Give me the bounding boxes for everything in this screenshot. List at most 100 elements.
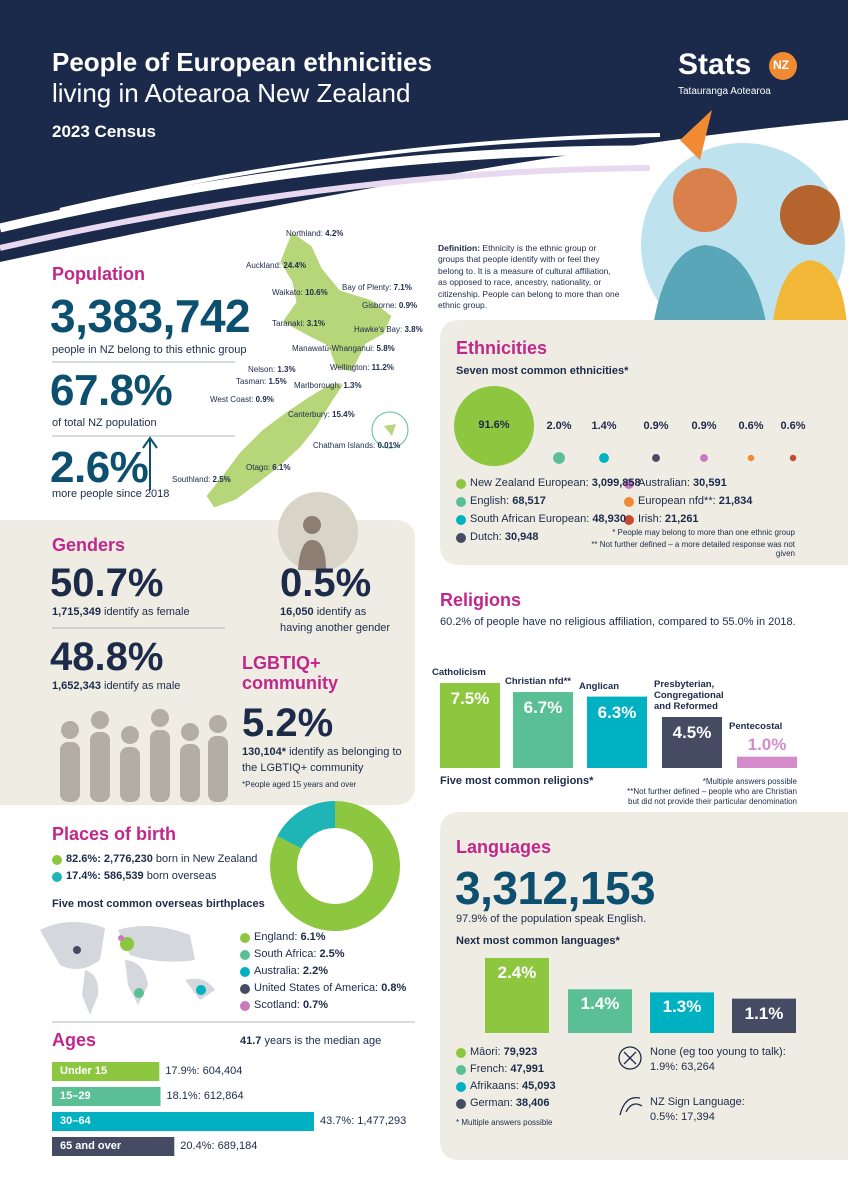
- value-labels: 2.0%: [546, 420, 572, 432]
- categories: New Zealand European:: [470, 477, 589, 489]
- text-line: Northland: 4.2%: [286, 229, 343, 238]
- value-labels: 1.1%: [744, 1003, 784, 1023]
- panel: [440, 320, 848, 565]
- value: 1.3%: [343, 381, 362, 390]
- bubble: [454, 386, 534, 466]
- text-line: Australia: 2.2%: [254, 965, 328, 978]
- bar: [52, 1112, 314, 1131]
- value-labels: 17.4%: 586,539: [66, 870, 144, 882]
- value-labels: 0.9%: [691, 420, 717, 432]
- categories: English:: [470, 495, 510, 507]
- value-labels: 43.7%: 1,477,293: [320, 1115, 407, 1127]
- footnotes: ** Not further defined – a more detailed…: [591, 540, 795, 559]
- text-line: West Coast: 0.9%: [210, 395, 274, 404]
- donut-slice: [277, 801, 335, 849]
- bar: [440, 683, 500, 768]
- legend-swatch: [624, 479, 634, 489]
- text-line: European nfd**: 21,834: [638, 495, 752, 508]
- value-labels: 20.4%: 689,184: [180, 1140, 258, 1152]
- birthplace-labels: 2.2%: [302, 965, 328, 977]
- header-band: [0, 0, 848, 262]
- none-icon: [623, 1051, 637, 1065]
- text-line: Wellington: 11.2%: [330, 363, 394, 372]
- other-caption: identify as: [316, 606, 367, 618]
- categories: 30–64: [60, 1115, 91, 1127]
- categories: Māori:: [470, 1046, 501, 1058]
- value-labels: 4.5%: [672, 723, 712, 742]
- text-line: 130,104* identify as belonging to: [242, 746, 402, 759]
- world-map: [40, 921, 215, 1015]
- text-line: Tasman: 1.5%: [236, 377, 287, 386]
- counts: 68,517: [512, 495, 546, 507]
- lgbtiq-share: 5.2%: [242, 701, 334, 745]
- male-caption: identify as male: [104, 680, 181, 692]
- bubble: [700, 454, 708, 462]
- person-icon: [303, 516, 321, 534]
- female-caption: identify as female: [104, 606, 190, 618]
- male-count: 1,652,343: [52, 680, 101, 692]
- footnotes: * People may belong to more than one eth…: [612, 528, 795, 537]
- value: 10.6%: [305, 288, 328, 297]
- legend-swatch: [240, 933, 250, 943]
- value-labels: 7.5%: [450, 689, 490, 708]
- value-labels: 1.4%: [580, 994, 620, 1014]
- other-share: 0.5%: [280, 561, 372, 605]
- text-line: South African European: 48,930: [470, 513, 626, 526]
- legend-swatch: [456, 1048, 466, 1058]
- none-icon: [618, 1046, 642, 1070]
- other-count: 16,050: [280, 606, 314, 618]
- counts: 45,093: [521, 1080, 556, 1092]
- lgbtiq-caption2: the LGBTIQ+ community: [242, 762, 364, 774]
- birthplace-dot: [73, 946, 81, 954]
- share-caption: of total NZ population: [52, 417, 157, 429]
- value: 1.3%: [277, 365, 296, 374]
- swoosh: [59, 133, 661, 212]
- lgbtiq-title: LGBTIQ+ community: [242, 653, 339, 693]
- counts: 3,099,858: [591, 477, 641, 489]
- share: 67.8%: [50, 366, 173, 415]
- counts: 48,930: [592, 513, 626, 525]
- legend-swatch: [456, 533, 466, 543]
- value-labels: 1.4%: [591, 420, 617, 432]
- categories: Anglican: [579, 680, 620, 692]
- birthplace-labels: 0.7%: [302, 999, 329, 1011]
- chatham-inset: [371, 411, 409, 449]
- bar: [52, 1087, 161, 1106]
- caption: Five most common religions*: [440, 775, 594, 787]
- logo-tagline: Tatauranga Aotearoa: [678, 86, 771, 97]
- other-caption2: having another gender: [280, 622, 391, 634]
- text-line: Waikato: 10.6%: [272, 288, 328, 297]
- name: Marlborough:: [294, 381, 342, 390]
- name: Manawatū-Whanganui:: [292, 344, 375, 353]
- categories: Pentecostal: [729, 720, 783, 732]
- subtitle: Next most common languages*: [456, 935, 620, 947]
- legend-swatch: [456, 1099, 466, 1109]
- categories: Presbyterian, Congregational and Reforme…: [654, 679, 724, 713]
- person-icon: [278, 492, 358, 572]
- counts: 21,834: [718, 495, 753, 507]
- categories: Dutch:: [470, 531, 502, 543]
- text-line: Dutch: 30,948: [470, 531, 539, 544]
- value: 15.4%: [332, 410, 355, 419]
- birthplaces: South Africa:: [254, 948, 317, 960]
- illustration: [673, 168, 737, 232]
- text-line: New Zealand European: 3,099,858: [470, 477, 641, 490]
- bar: [485, 958, 549, 1033]
- text-line: 17.4%: 586,539 born overseas: [66, 870, 216, 883]
- footnotes: **Not further defined – people who are C…: [627, 787, 797, 796]
- text-line: United States of America: 0.8%: [254, 982, 406, 995]
- legend-swatch: [456, 1082, 466, 1092]
- bar: [732, 998, 796, 1033]
- bar: [513, 692, 573, 768]
- illustration: [780, 185, 840, 245]
- crowd: [60, 709, 228, 802]
- categories: Christian nfd**: [505, 676, 571, 688]
- title: Population: [52, 264, 145, 284]
- growth-arrow: [142, 436, 158, 490]
- legend-swatch: [52, 872, 62, 882]
- sign-label: NZ Sign Language:: [650, 1096, 745, 1108]
- categories: European nfd**:: [638, 495, 716, 507]
- value: 6.1%: [272, 463, 291, 472]
- value-labels: 17.9%: 604,404: [165, 1065, 243, 1077]
